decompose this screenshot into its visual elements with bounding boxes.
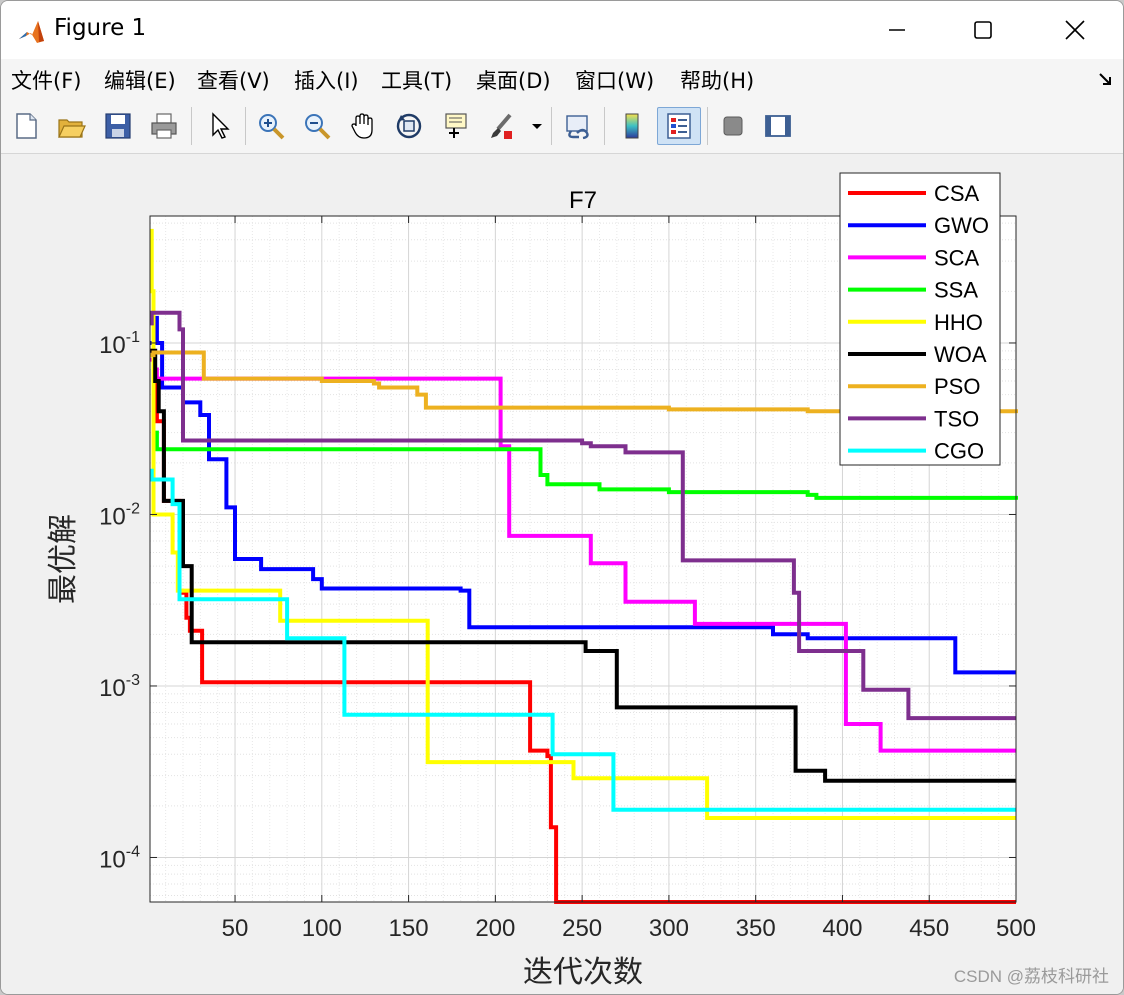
series-line-tso [149, 310, 1016, 721]
y-tick-label: 10-4 [99, 843, 140, 873]
zoom-out-button[interactable] [299, 108, 335, 144]
minimize-button[interactable] [851, 1, 943, 59]
show-plot-tools-icon [765, 115, 791, 137]
menu-insert[interactable]: 插入(I) [294, 69, 359, 93]
zoom-out-icon [305, 114, 331, 140]
hide-plot-tools-icon [723, 116, 743, 136]
legend-label-pso: PSO [934, 374, 980, 399]
rotate-3d-icon [396, 113, 422, 139]
pointer-icon [212, 112, 230, 139]
y-tick-label: 10-1 [99, 329, 140, 359]
new-figure-icon [16, 113, 37, 139]
series-line-woa [150, 348, 1016, 783]
y-axis-label: 最优解 [47, 514, 80, 604]
x-tick-label: 50 [222, 915, 249, 942]
pan-button[interactable] [345, 108, 381, 144]
toolbar-separator [245, 107, 246, 145]
toolbar-separator [191, 107, 192, 145]
print-icon [151, 113, 177, 139]
legend-label-gwo: GWO [934, 213, 989, 238]
menu-help[interactable]: 帮助(H) [680, 69, 755, 93]
brush-button[interactable] [483, 108, 519, 144]
x-tick-label: 150 [389, 915, 429, 942]
legend-label-csa: CSA [934, 181, 980, 206]
matlab-logo-icon [17, 19, 45, 45]
x-axis-label: 迭代次数 [523, 956, 643, 989]
brush-dropdown[interactable] [527, 108, 547, 144]
print-button[interactable] [146, 108, 182, 144]
menu-view[interactable]: 查看(V) [197, 69, 270, 93]
pointer-button[interactable] [201, 108, 237, 144]
series-line-cgo [149, 468, 1016, 812]
axes-box [149, 215, 1017, 903]
figure-toolbar [1, 99, 1123, 154]
x-tick-label: 400 [822, 915, 862, 942]
data-cursor-icon [445, 113, 467, 138]
save-button[interactable] [100, 108, 136, 144]
window-title: Figure 1 [54, 15, 147, 41]
y-tick-label: 10-2 [99, 500, 140, 530]
series-line-gwo [150, 315, 1016, 675]
toolbar-separator [551, 107, 552, 145]
menu-desktop[interactable]: 桌面(D) [476, 69, 551, 93]
chevron-down-icon [532, 124, 542, 129]
watermark-text: CSDN @荔枝科研社 [954, 967, 1109, 986]
x-tick-label: 200 [475, 915, 515, 942]
colorbar-icon [625, 113, 639, 139]
toolbar-separator [604, 107, 605, 145]
menu-window[interactable]: 窗口(W) [575, 69, 655, 93]
series-line-sca [150, 357, 1016, 753]
title-bar: Figure 1 [1, 1, 1123, 59]
x-tick-label: 450 [909, 915, 949, 942]
close-button[interactable] [1029, 1, 1121, 59]
x-tick-label: 250 [562, 915, 602, 942]
x-tick-label: 300 [649, 915, 689, 942]
x-tick-label: 500 [996, 915, 1036, 942]
maximize-icon [974, 21, 992, 39]
link-plot-icon [566, 115, 589, 140]
pan-icon [351, 113, 373, 139]
save-icon [105, 113, 131, 139]
chart-title: F7 [569, 187, 597, 214]
toolbar-separator [707, 107, 708, 145]
legend-label-ssa: SSA [934, 278, 978, 303]
dock-figure-icon[interactable] [1097, 71, 1113, 87]
legend-button[interactable] [657, 107, 701, 145]
legend-label-hho: HHO [934, 310, 983, 335]
rotate-3d-button[interactable] [391, 108, 427, 144]
close-icon [1065, 20, 1085, 40]
x-tick-label: 100 [302, 915, 342, 942]
legend-label-cgo: CGO [934, 439, 984, 464]
convergence-chart: 50 100 150 200 250 300 350 400 450 500 10-4 10-3 10-… [47, 172, 1109, 989]
figure-canvas: 50 100 150 200 250 300 350 400 450 500 10-4 10-3 10-… [1, 154, 1123, 994]
maximize-button[interactable] [937, 1, 1029, 59]
link-plot-button[interactable] [560, 108, 596, 144]
legend-label-woa: WOA [934, 342, 987, 367]
show-plot-tools-button[interactable] [760, 108, 796, 144]
menu-file[interactable]: 文件(F) [11, 69, 82, 93]
legend-icon [667, 113, 691, 139]
menu-tools[interactable]: 工具(T) [381, 69, 453, 93]
zoom-in-button[interactable] [253, 108, 289, 144]
legend-label-sca: SCA [934, 245, 980, 270]
y-tick-label: 10-3 [99, 672, 140, 702]
open-file-button[interactable] [53, 108, 89, 144]
menu-bar: 文件(F) 编辑(E) 查看(V) 插入(I) 工具(T) 桌面(D) 窗口(W… [1, 59, 1123, 99]
legend-label-tso: TSO [934, 406, 979, 431]
menu-edit[interactable]: 编辑(E) [104, 69, 176, 93]
x-tick-label: 350 [736, 915, 776, 942]
brush-icon [491, 113, 512, 139]
minimize-icon [889, 29, 905, 31]
open-file-icon [58, 119, 86, 138]
series-line-ssa [150, 353, 1018, 500]
hide-plot-tools-button[interactable] [715, 108, 751, 144]
data-cursor-button[interactable] [437, 108, 473, 144]
zoom-in-icon [259, 114, 285, 140]
legend-box [839, 172, 1001, 466]
colorbar-button[interactable] [614, 108, 650, 144]
new-figure-button[interactable] [8, 108, 44, 144]
series-line-pso [150, 350, 1018, 414]
